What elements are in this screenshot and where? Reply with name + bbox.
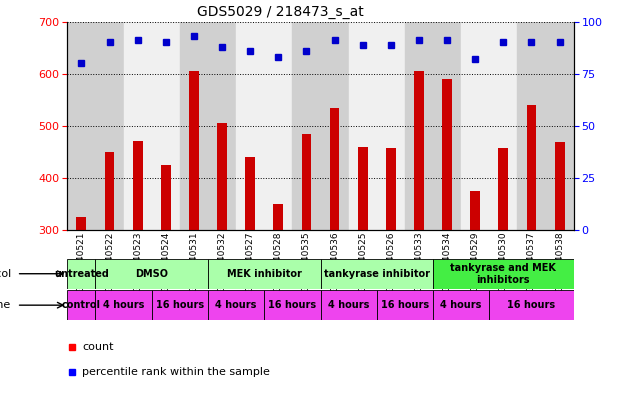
Text: protocol: protocol [0,269,11,279]
Bar [96,259,208,289]
Bar [526,105,537,386]
Bar [67,259,96,289]
Text: 4 hours: 4 hours [215,300,257,310]
Bar [133,141,142,386]
Bar [554,142,565,386]
Bar [217,123,227,386]
Bar [189,71,199,386]
Bar [433,259,574,289]
Bar [545,22,574,230]
Text: DMSO: DMSO [135,269,168,279]
Bar [470,191,480,386]
Bar [386,148,395,386]
Bar [96,22,124,230]
Text: untreated: untreated [54,269,109,279]
Bar [499,148,508,386]
Bar [414,71,424,386]
Bar [208,290,264,320]
Bar [377,290,433,320]
Bar [489,290,574,320]
Bar [273,204,283,386]
Text: percentile rank within the sample: percentile rank within the sample [83,367,271,377]
Text: 4 hours: 4 hours [440,300,482,310]
Bar [96,290,152,320]
Bar [320,259,433,289]
Bar [517,22,545,230]
Bar [349,22,377,230]
Text: 4 hours: 4 hours [328,300,369,310]
Bar [208,22,236,230]
Bar [489,22,517,230]
Text: control: control [62,300,101,310]
Bar [104,152,115,386]
Bar [152,22,180,230]
Title: GDS5029 / 218473_s_at: GDS5029 / 218473_s_at [197,5,363,19]
Bar [124,22,152,230]
Text: time: time [0,300,11,310]
Bar [461,22,489,230]
Bar [246,157,255,386]
Text: 16 hours: 16 hours [156,300,204,310]
Text: tankyrase inhibitor: tankyrase inhibitor [324,269,429,279]
Bar [161,165,171,386]
Bar [264,22,292,230]
Bar [320,290,377,320]
Bar [301,134,312,386]
Text: 16 hours: 16 hours [381,300,429,310]
Bar [67,22,96,230]
Bar [208,259,320,289]
Text: 4 hours: 4 hours [103,300,144,310]
Bar [329,108,340,386]
Bar [76,217,87,386]
Bar [292,22,320,230]
Bar [405,22,433,230]
Bar [358,147,368,386]
Bar [152,290,208,320]
Text: count: count [83,342,114,352]
Bar [442,79,452,386]
Bar [320,22,349,230]
Bar [180,22,208,230]
Bar [264,290,320,320]
Bar [433,22,461,230]
Text: 16 hours: 16 hours [269,300,317,310]
Bar [433,290,489,320]
Text: 16 hours: 16 hours [508,300,556,310]
Bar [236,22,264,230]
Bar [67,290,96,320]
Bar [377,22,405,230]
Text: MEK inhibitor: MEK inhibitor [227,269,302,279]
Text: tankyrase and MEK
inhibitors: tankyrase and MEK inhibitors [451,263,556,285]
